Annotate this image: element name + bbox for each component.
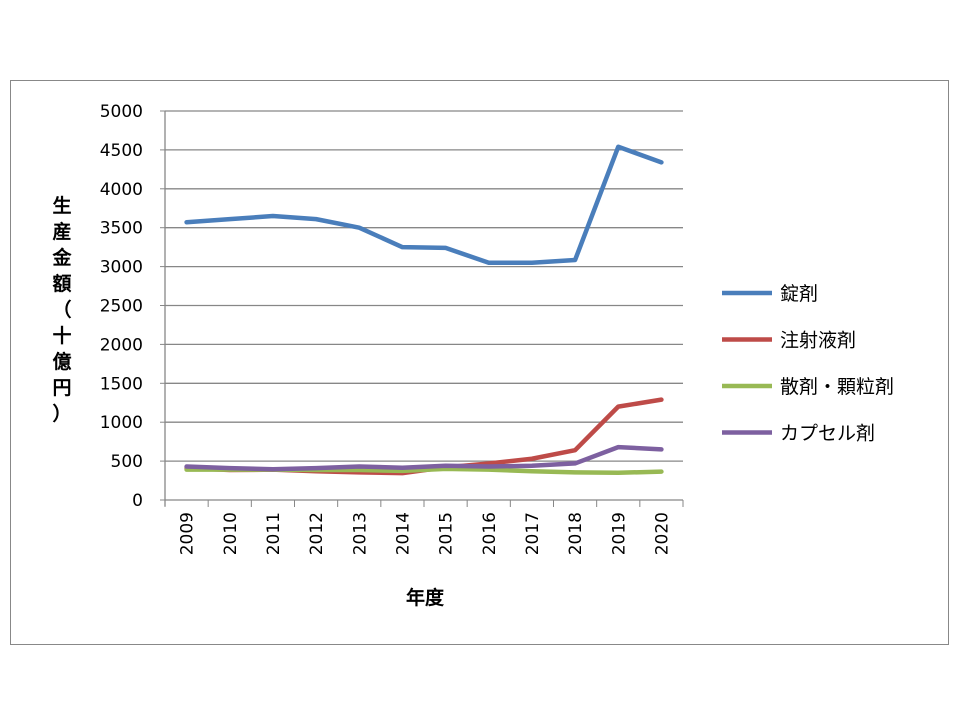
y-tick-label: 1500 [100,374,143,394]
series-line-3 [184,444,664,472]
y-axis-label-char: 生 [52,194,71,217]
x-tick-label: 2015 [437,512,457,555]
x-tick-label: 2019 [609,512,629,555]
legend-label: 注射液剤 [780,330,856,352]
y-tick-label: 4500 [100,141,143,161]
x-tick-label: 2011 [264,512,284,555]
y-tick-label: 0 [132,491,143,511]
y-tick-label: 500 [111,452,143,472]
chart-frame [10,80,949,645]
y-tick-label: 3500 [100,219,143,239]
y-tick-label: 5000 [100,102,143,122]
y-axis-label-char: ） [52,402,71,425]
legend-label: カプセル剤 [780,423,875,445]
y-axis-label-char: 円 [52,377,71,399]
x-tick-label: 2009 [178,512,198,555]
y-axis-label-char: 産 [52,220,71,243]
x-tick-label: 2016 [480,512,500,555]
y-axis-label-char: （ [52,298,71,321]
x-tick-label: 2010 [221,512,241,555]
x-tick-label: 2014 [393,512,413,555]
legend-label: 散剤・顆粒剤 [780,376,894,398]
series-line-1 [184,397,664,476]
y-tick-label: 2000 [100,335,143,355]
y-axis-label-char: 金 [51,246,72,269]
x-axis-label: 年度 [406,586,445,609]
y-axis-label-char: 額 [52,272,71,295]
legend-label: 錠剤 [780,283,818,305]
y-axis-label-char: 億 [52,350,71,373]
y-tick-label: 3000 [100,258,143,278]
x-tick-label: 2017 [523,512,543,555]
y-tick-label: 4000 [100,180,143,200]
x-tick-label: 2018 [566,512,586,555]
x-tick-label: 2013 [350,512,370,555]
x-tick-label: 2020 [652,512,672,555]
y-tick-label: 2500 [100,297,143,317]
x-tick-label: 2012 [307,512,327,555]
series-line-0 [184,144,664,265]
y-axis-label-char: 十 [52,324,71,347]
y-tick-label: 1000 [100,413,143,433]
